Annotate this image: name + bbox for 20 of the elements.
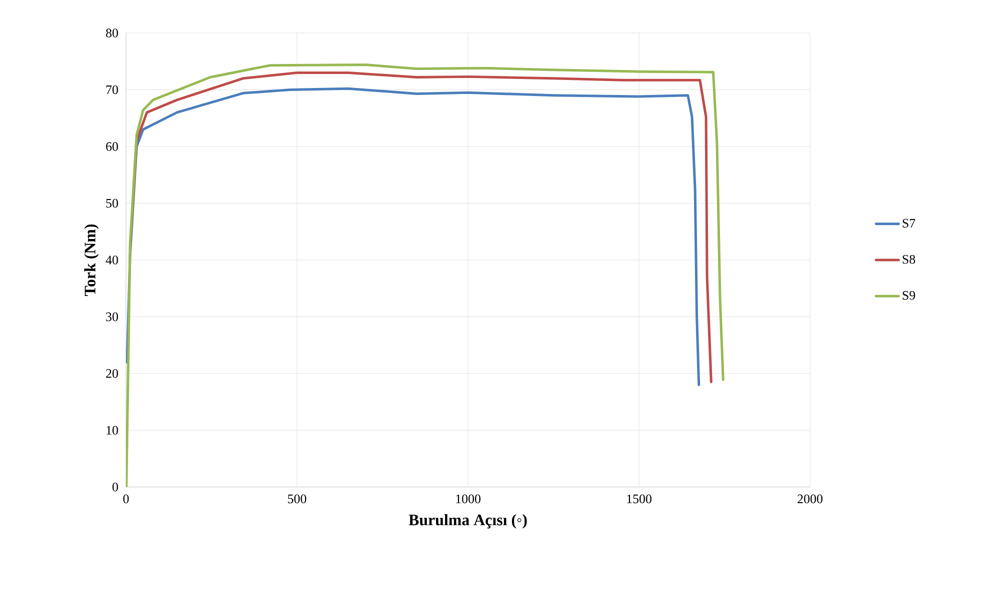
- legend-label: S8: [902, 254, 916, 264]
- x-tick-label: 0: [123, 494, 129, 504]
- y-tick-label: 80: [106, 28, 118, 38]
- y-tick-label: 50: [106, 198, 118, 208]
- x-tick-label: 2000: [798, 494, 822, 504]
- x-tick-label: 500: [288, 494, 306, 504]
- y-tick-label: 0: [112, 482, 118, 492]
- y-axis-title: Tork (Nm): [84, 224, 99, 296]
- x-tick-label: 1500: [627, 494, 652, 504]
- y-tick-label: 10: [106, 426, 118, 435]
- legend-label: S7: [902, 218, 916, 228]
- y-tick-label: 40: [106, 256, 118, 264]
- x-axis-title: Burulma Açısı (◦): [408, 514, 527, 529]
- y-tick-label: 70: [106, 85, 118, 94]
- line-series: [126, 64, 724, 487]
- x-tick-label: 1000: [456, 494, 480, 504]
- legend-label: S9: [902, 291, 916, 300]
- y-tick-label: 60: [106, 142, 118, 151]
- y-tick-label: 20: [106, 369, 118, 378]
- y-tick-label: 30: [106, 312, 118, 322]
